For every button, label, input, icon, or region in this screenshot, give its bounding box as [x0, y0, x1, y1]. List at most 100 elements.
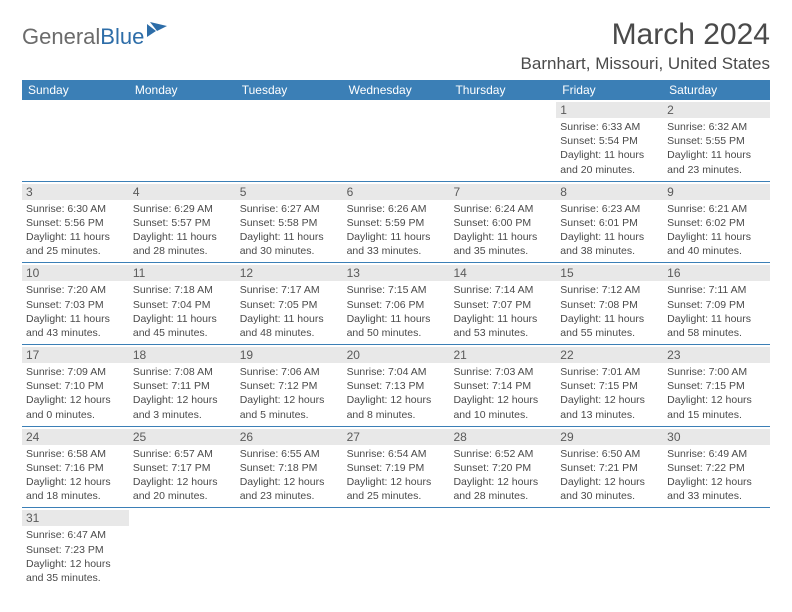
day-number: 5 [236, 184, 343, 200]
calendar-day-empty [449, 100, 556, 181]
daylight-text: Daylight: 11 hours and 38 minutes. [560, 230, 659, 258]
weekday-header: Saturday [663, 80, 770, 100]
sunset-text: Sunset: 7:08 PM [560, 298, 659, 312]
calendar-day: 9Sunrise: 6:21 AMSunset: 6:02 PMDaylight… [663, 182, 770, 263]
calendar-day-empty [129, 508, 236, 589]
sunset-text: Sunset: 7:13 PM [347, 379, 446, 393]
day-details: Sunrise: 6:24 AMSunset: 6:00 PMDaylight:… [453, 202, 552, 259]
calendar-day: 20 Sunrise: 7:04 AMSunset: 7:13 PMDayligh… [343, 345, 450, 426]
page-title: March 2024 [521, 18, 770, 52]
weekday-header: Sunday [22, 80, 129, 100]
day-number: 15 [556, 265, 663, 281]
calendar-day-empty [236, 508, 343, 589]
calendar-day: 2Sunrise: 6:32 AMSunset: 5:55 PMDaylight… [663, 100, 770, 181]
sunset-text: Sunset: 7:19 PM [347, 461, 446, 475]
sunset-text: Sunset: 7:11 PM [133, 379, 232, 393]
calendar-day: 17Sunrise: 7:09 AMSunset: 7:10 PMDayligh… [22, 345, 129, 426]
day-number: 31 [22, 510, 129, 526]
day-details: Sunrise: 7:04 AMSunset: 7:13 PMDaylight:… [347, 365, 446, 422]
sunrise-text: Sunrise: 6:49 AM [667, 447, 766, 461]
daylight-text: Daylight: 11 hours and 33 minutes. [347, 230, 446, 258]
calendar-day: 24Sunrise: 6:58 AMSunset: 7:16 PMDayligh… [22, 427, 129, 508]
daylight-text: Daylight: 12 hours and 5 minutes. [240, 393, 339, 421]
daylight-text: Daylight: 11 hours and 48 minutes. [240, 312, 339, 340]
sunrise-text: Sunrise: 6:50 AM [560, 447, 659, 461]
sunrise-text: Sunrise: 7:09 AM [26, 365, 125, 379]
calendar-week: 24Sunrise: 6:58 AMSunset: 7:16 PMDayligh… [22, 427, 770, 509]
sunset-text: Sunset: 7:23 PM [26, 543, 125, 557]
day-details: Sunrise: 7:17 AMSunset: 7:05 PMDaylight:… [240, 283, 339, 340]
calendar-day: 21Sunrise: 7:03 AMSunset: 7:14 PMDayligh… [449, 345, 556, 426]
calendar-day: 4Sunrise: 6:29 AMSunset: 5:57 PMDaylight… [129, 182, 236, 263]
calendar-day: 31 Sunrise: 6:47 AMSunset: 7:23 PMDayligh… [22, 508, 129, 589]
calendar-day: 29Sunrise: 6:50 AMSunset: 7:21 PMDayligh… [556, 427, 663, 508]
sunset-text: Sunset: 7:20 PM [453, 461, 552, 475]
day-details: Sunrise: 7:18 AMSunset: 7:04 PMDaylight:… [133, 283, 232, 340]
day-number: 3 [22, 184, 129, 200]
sunrise-text: Sunrise: 6:57 AM [133, 447, 232, 461]
sunrise-text: Sunrise: 6:32 AM [667, 120, 766, 134]
weekday-header: Thursday [449, 80, 556, 100]
daylight-text: Daylight: 11 hours and 50 minutes. [347, 312, 446, 340]
calendar-day: 27Sunrise: 6:54 AMSunset: 7:19 PMDayligh… [343, 427, 450, 508]
weekday-header: Friday [556, 80, 663, 100]
day-details: Sunrise: 6:33 AMSunset: 5:54 PMDaylight:… [560, 120, 659, 177]
title-block: March 2024 Barnhart, Missouri, United St… [521, 18, 770, 74]
day-number: 10 [22, 265, 129, 281]
day-number: 9 [663, 184, 770, 200]
calendar-week: 1Sunrise: 6:33 AMSunset: 5:54 PMDaylight… [22, 100, 770, 182]
weekday-header: Monday [129, 80, 236, 100]
calendar-day: 15 Sunrise: 7:12 AMSunset: 7:08 PMDayligh… [556, 263, 663, 344]
day-details: Sunrise: 6:47 AMSunset: 7:23 PMDaylight:… [26, 528, 125, 585]
calendar-day: 13Sunrise: 7:15 AMSunset: 7:06 PMDayligh… [343, 263, 450, 344]
daylight-text: Daylight: 11 hours and 43 minutes. [26, 312, 125, 340]
daylight-text: Daylight: 11 hours and 25 minutes. [26, 230, 125, 258]
sunrise-text: Sunrise: 6:23 AM [560, 202, 659, 216]
daylight-text: Daylight: 12 hours and 25 minutes. [347, 475, 446, 503]
calendar-day-empty [449, 508, 556, 589]
day-number: 20 [343, 347, 450, 363]
sunset-text: Sunset: 7:17 PM [133, 461, 232, 475]
day-details: Sunrise: 7:14 AMSunset: 7:07 PMDaylight:… [453, 283, 552, 340]
sunset-text: Sunset: 6:00 PM [453, 216, 552, 230]
day-number: 24 [22, 429, 129, 445]
calendar-day: 1Sunrise: 6:33 AMSunset: 5:54 PMDaylight… [556, 100, 663, 181]
calendar-day: 19Sunrise: 7:06 AMSunset: 7:12 PMDayligh… [236, 345, 343, 426]
day-number: 4 [129, 184, 236, 200]
sunrise-text: Sunrise: 6:26 AM [347, 202, 446, 216]
calendar-day-empty [556, 508, 663, 589]
sunset-text: Sunset: 5:55 PM [667, 134, 766, 148]
day-number: 30 [663, 429, 770, 445]
day-number: 28 [449, 429, 556, 445]
day-details: Sunrise: 6:54 AMSunset: 7:19 PMDaylight:… [347, 447, 446, 504]
sunset-text: Sunset: 7:07 PM [453, 298, 552, 312]
daylight-text: Daylight: 12 hours and 28 minutes. [453, 475, 552, 503]
sunrise-text: Sunrise: 7:00 AM [667, 365, 766, 379]
day-number: 7 [449, 184, 556, 200]
sunrise-text: Sunrise: 6:21 AM [667, 202, 766, 216]
day-details: Sunrise: 6:27 AMSunset: 5:58 PMDaylight:… [240, 202, 339, 259]
sunset-text: Sunset: 7:03 PM [26, 298, 125, 312]
day-details: Sunrise: 7:00 AMSunset: 7:15 PMDaylight:… [667, 365, 766, 422]
sunrise-text: Sunrise: 6:47 AM [26, 528, 125, 542]
sunset-text: Sunset: 6:02 PM [667, 216, 766, 230]
sunset-text: Sunset: 5:59 PM [347, 216, 446, 230]
daylight-text: Daylight: 12 hours and 15 minutes. [667, 393, 766, 421]
daylight-text: Daylight: 11 hours and 53 minutes. [453, 312, 552, 340]
daylight-text: Daylight: 11 hours and 58 minutes. [667, 312, 766, 340]
daylight-text: Daylight: 12 hours and 33 minutes. [667, 475, 766, 503]
calendar-day: 22Sunrise: 7:01 AMSunset: 7:15 PMDayligh… [556, 345, 663, 426]
sunrise-text: Sunrise: 7:01 AM [560, 365, 659, 379]
location-subtitle: Barnhart, Missouri, United States [521, 54, 770, 74]
sunrise-text: Sunrise: 7:12 AM [560, 283, 659, 297]
daylight-text: Daylight: 12 hours and 8 minutes. [347, 393, 446, 421]
flag-icon [147, 21, 173, 39]
sunrise-text: Sunrise: 7:08 AM [133, 365, 232, 379]
daylight-text: Daylight: 12 hours and 0 minutes. [26, 393, 125, 421]
calendar-day: 30Sunrise: 6:49 AMSunset: 7:22 PMDayligh… [663, 427, 770, 508]
calendar-week: 31 Sunrise: 6:47 AMSunset: 7:23 PMDayligh… [22, 508, 770, 589]
day-number: 2 [663, 102, 770, 118]
calendar-day: 23Sunrise: 7:00 AMSunset: 7:15 PMDayligh… [663, 345, 770, 426]
day-details: Sunrise: 7:12 AMSunset: 7:08 PMDaylight:… [560, 283, 659, 340]
sunset-text: Sunset: 7:06 PM [347, 298, 446, 312]
